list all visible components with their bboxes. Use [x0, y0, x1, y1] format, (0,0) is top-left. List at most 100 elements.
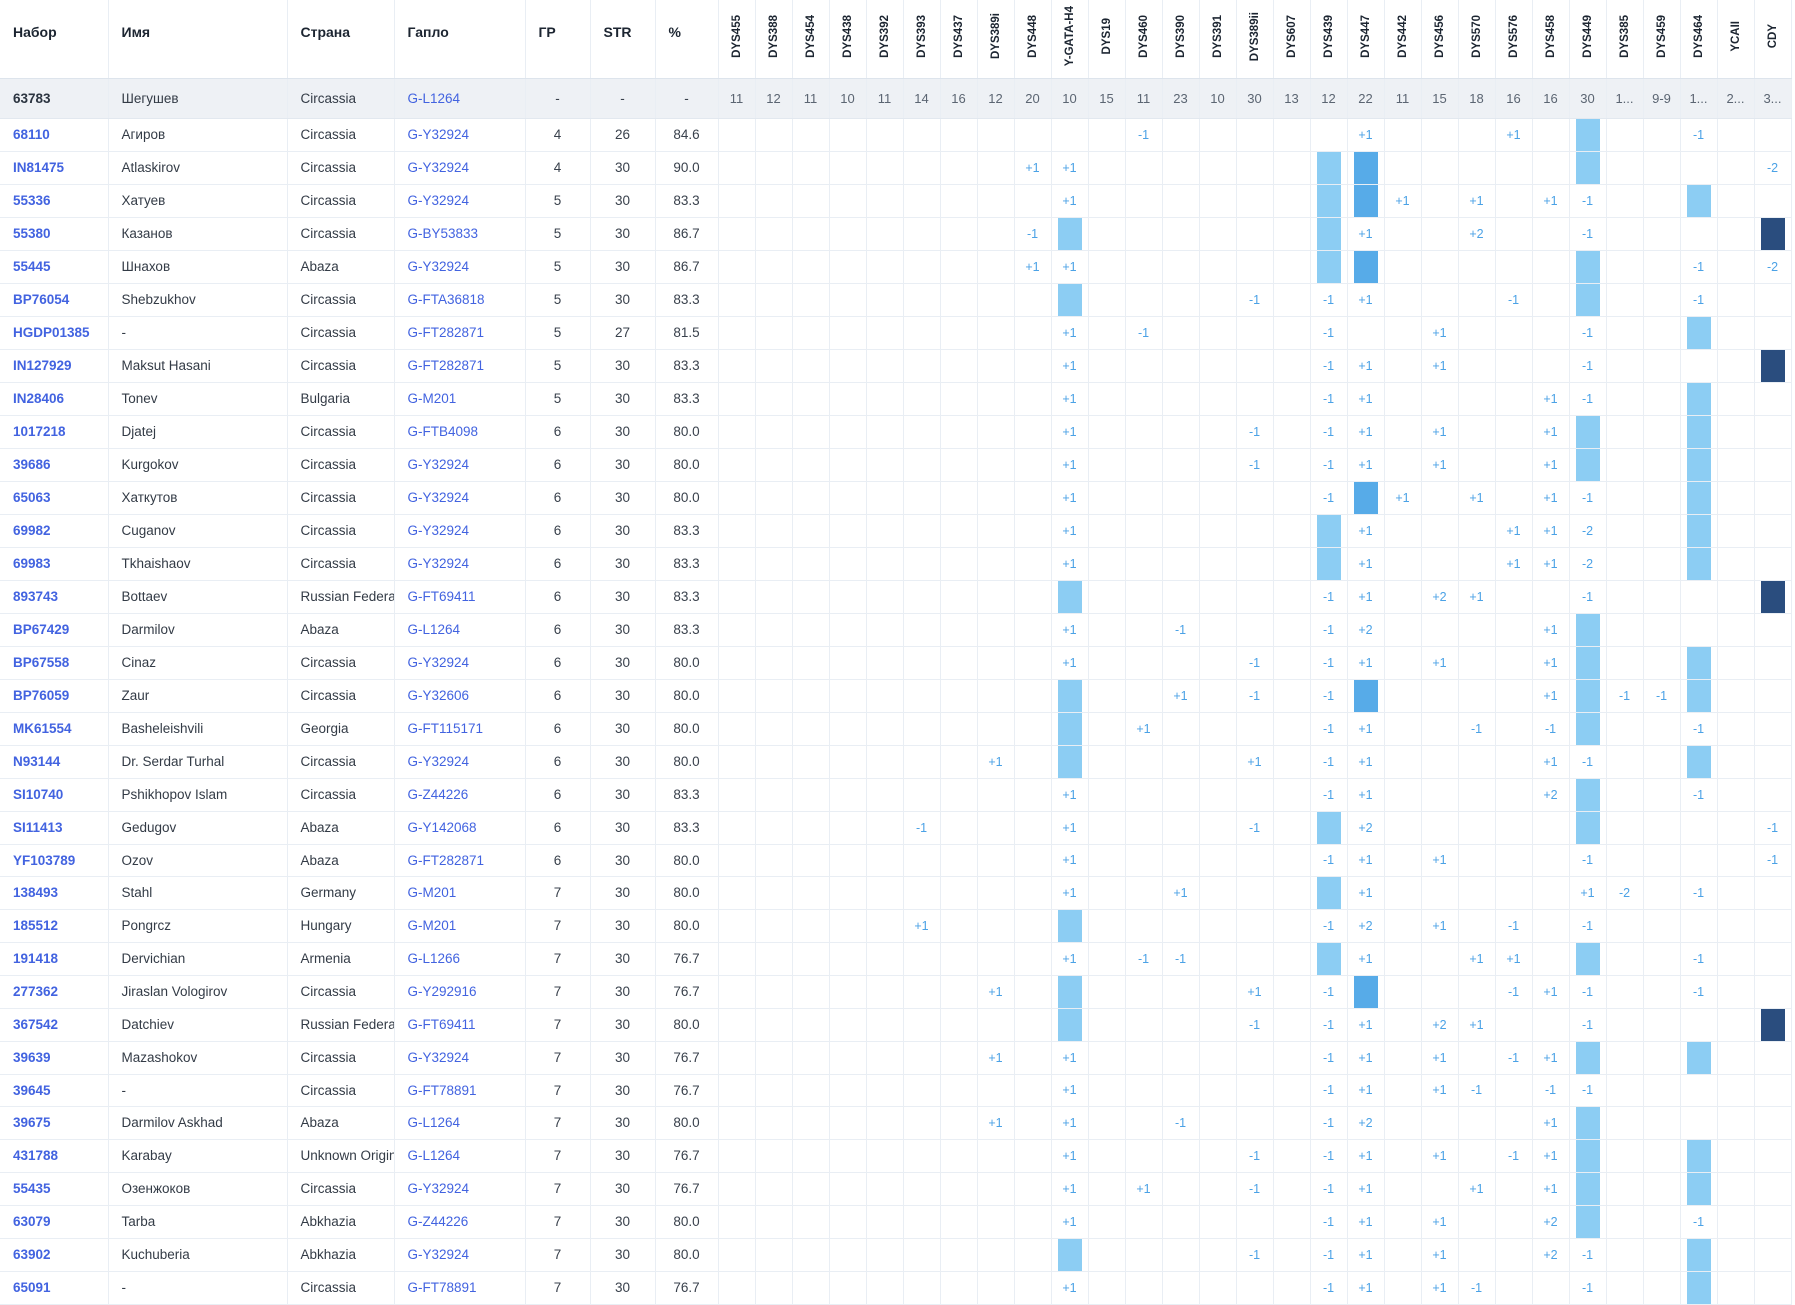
kit-cell[interactable]: BP76059	[0, 679, 109, 713]
kit-cell[interactable]: 138493	[0, 876, 109, 910]
kit-link[interactable]: 191418	[13, 951, 59, 966]
kit-link[interactable]: BP76059	[13, 688, 70, 703]
kit-cell[interactable]: 39645	[0, 1074, 109, 1107]
kit-link[interactable]: YF103789	[13, 852, 76, 868]
kit-link[interactable]: IN28406	[13, 391, 65, 406]
kit-link[interactable]: 55380	[13, 226, 51, 241]
haplo-link[interactable]: G-FT282871	[407, 358, 485, 373]
kit-link[interactable]: 893743	[13, 589, 59, 604]
haplo-link[interactable]: G-Y142068	[407, 820, 477, 835]
kit-cell[interactable]: 39639	[0, 1041, 109, 1075]
kit-cell[interactable]: N93144	[0, 745, 109, 779]
kit-cell[interactable]: 191418	[0, 942, 109, 976]
haplo-link[interactable]: G-M201	[407, 885, 457, 900]
haplo-cell[interactable]: G-Y32924	[394, 481, 526, 515]
haplo-cell[interactable]: G-FTB4098	[394, 415, 526, 449]
haplo-link[interactable]: G-FTB4098	[407, 424, 479, 439]
haplo-cell[interactable]: G-L1264	[394, 1106, 526, 1140]
kit-link[interactable]: SI11413	[13, 820, 63, 835]
haplo-cell[interactable]: G-Y32924	[394, 745, 526, 779]
haplo-cell[interactable]: G-FT78891	[394, 1074, 526, 1107]
haplo-cell[interactable]: G-Y32924	[394, 646, 526, 680]
kit-link[interactable]: 367542	[13, 1017, 59, 1032]
kit-link[interactable]: BP67429	[13, 622, 70, 637]
kit-cell[interactable]: HGDP01385	[0, 316, 109, 350]
kit-cell[interactable]: 55380	[0, 217, 109, 251]
haplo-cell[interactable]: G-Y32924	[394, 1172, 526, 1206]
kit-link[interactable]: SI10740	[13, 787, 64, 802]
kit-link[interactable]: 39686	[13, 457, 51, 472]
kit-cell[interactable]: 367542	[0, 1008, 109, 1042]
haplo-link[interactable]: G-L1264	[407, 1115, 461, 1130]
kit-link[interactable]: 65063	[13, 490, 51, 505]
kit-link[interactable]: MK61554	[13, 721, 72, 736]
kit-link[interactable]: 431788	[13, 1148, 59, 1163]
haplo-cell[interactable]: G-FT282871	[394, 349, 526, 383]
haplo-link[interactable]: G-Y32924	[407, 1247, 470, 1262]
haplo-link[interactable]: G-Y32924	[407, 754, 470, 769]
haplo-cell[interactable]: G-FT78891	[394, 1271, 526, 1305]
kit-link[interactable]: 185512	[13, 918, 59, 933]
haplo-link[interactable]: G-Y32924	[407, 1181, 470, 1196]
haplo-cell[interactable]: G-Z44226	[394, 1205, 526, 1239]
kit-cell[interactable]: IN28406	[0, 382, 109, 416]
haplo-cell[interactable]: G-Y292916	[394, 975, 526, 1009]
kit-cell[interactable]: MK61554	[0, 712, 109, 746]
haplo-cell[interactable]: G-L1266	[394, 942, 526, 976]
haplo-cell[interactable]: G-Y142068	[394, 811, 526, 845]
kit-link[interactable]: 55336	[13, 193, 51, 208]
kit-cell[interactable]: 63902	[0, 1238, 109, 1272]
kit-cell[interactable]: SI11413	[0, 811, 109, 845]
haplo-link[interactable]: G-Y292916	[407, 984, 477, 999]
haplo-link[interactable]: G-L1264	[407, 622, 461, 637]
kit-cell[interactable]: 39675	[0, 1106, 109, 1140]
haplo-cell[interactable]: G-FT69411	[394, 580, 526, 614]
haplo-cell[interactable]: G-L1264	[394, 613, 526, 647]
kit-link[interactable]: 55435	[13, 1181, 51, 1196]
kit-link[interactable]: BP67558	[13, 655, 70, 670]
haplo-cell[interactable]: G-Y32924	[394, 547, 526, 581]
haplo-link[interactable]: G-FT69411	[407, 1017, 476, 1032]
kit-cell[interactable]: IN81475	[0, 151, 109, 185]
haplo-link[interactable]: G-Y32924	[407, 127, 470, 142]
kit-cell[interactable]: 55336	[0, 184, 109, 218]
kit-link[interactable]: 39675	[13, 1115, 51, 1130]
haplo-link[interactable]: G-Z44226	[407, 787, 469, 802]
haplo-link[interactable]: G-FT282871	[407, 325, 485, 340]
haplo-link[interactable]: G-FT282871	[407, 852, 485, 868]
kit-link[interactable]: 69983	[13, 556, 51, 571]
haplo-cell[interactable]: G-Y32924	[394, 514, 526, 548]
kit-cell[interactable]: SI10740	[0, 778, 109, 812]
haplo-cell[interactable]: G-Y32924	[394, 250, 526, 284]
haplo-cell[interactable]: G-FT115171	[394, 712, 526, 746]
kit-link[interactable]: BP76054	[13, 292, 70, 307]
kit-cell[interactable]: BP67429	[0, 613, 109, 647]
haplo-link[interactable]: G-Z44226	[407, 1214, 469, 1229]
kit-link[interactable]: 277362	[13, 984, 59, 999]
haplo-link[interactable]: G-Y32924	[407, 1050, 470, 1065]
haplo-cell[interactable]: G-Y32924	[394, 1238, 526, 1272]
haplo-link[interactable]: G-BY53833	[407, 226, 479, 241]
kit-cell[interactable]: 185512	[0, 909, 109, 943]
haplo-link[interactable]: G-Y32924	[407, 490, 470, 505]
haplo-link[interactable]: G-Y32924	[407, 160, 470, 175]
haplo-link[interactable]: G-L1264	[407, 90, 461, 106]
haplo-cell[interactable]: G-M201	[394, 909, 526, 943]
haplo-cell[interactable]: G-FT282871	[394, 316, 526, 350]
haplo-cell[interactable]: G-FT282871	[394, 844, 526, 877]
haplo-cell[interactable]: G-Y32924	[394, 118, 526, 152]
kit-cell[interactable]: 39686	[0, 448, 109, 482]
haplo-link[interactable]: G-M201	[407, 918, 457, 933]
kit-link[interactable]: HGDP01385	[13, 325, 90, 340]
kit-cell[interactable]: 63079	[0, 1205, 109, 1239]
haplo-link[interactable]: G-Y32924	[407, 193, 470, 208]
haplo-cell[interactable]: G-M201	[394, 876, 526, 910]
kit-link[interactable]: IN127929	[13, 358, 72, 373]
kit-link[interactable]: 39645	[13, 1082, 51, 1098]
kit-link[interactable]: 63079	[13, 1214, 51, 1229]
kit-link[interactable]: 39639	[13, 1050, 51, 1065]
kit-cell[interactable]: BP76054	[0, 283, 109, 317]
kit-cell[interactable]: 69982	[0, 514, 109, 548]
haplo-link[interactable]: G-L1264	[407, 1148, 461, 1163]
kit-cell[interactable]: 55435	[0, 1172, 109, 1206]
